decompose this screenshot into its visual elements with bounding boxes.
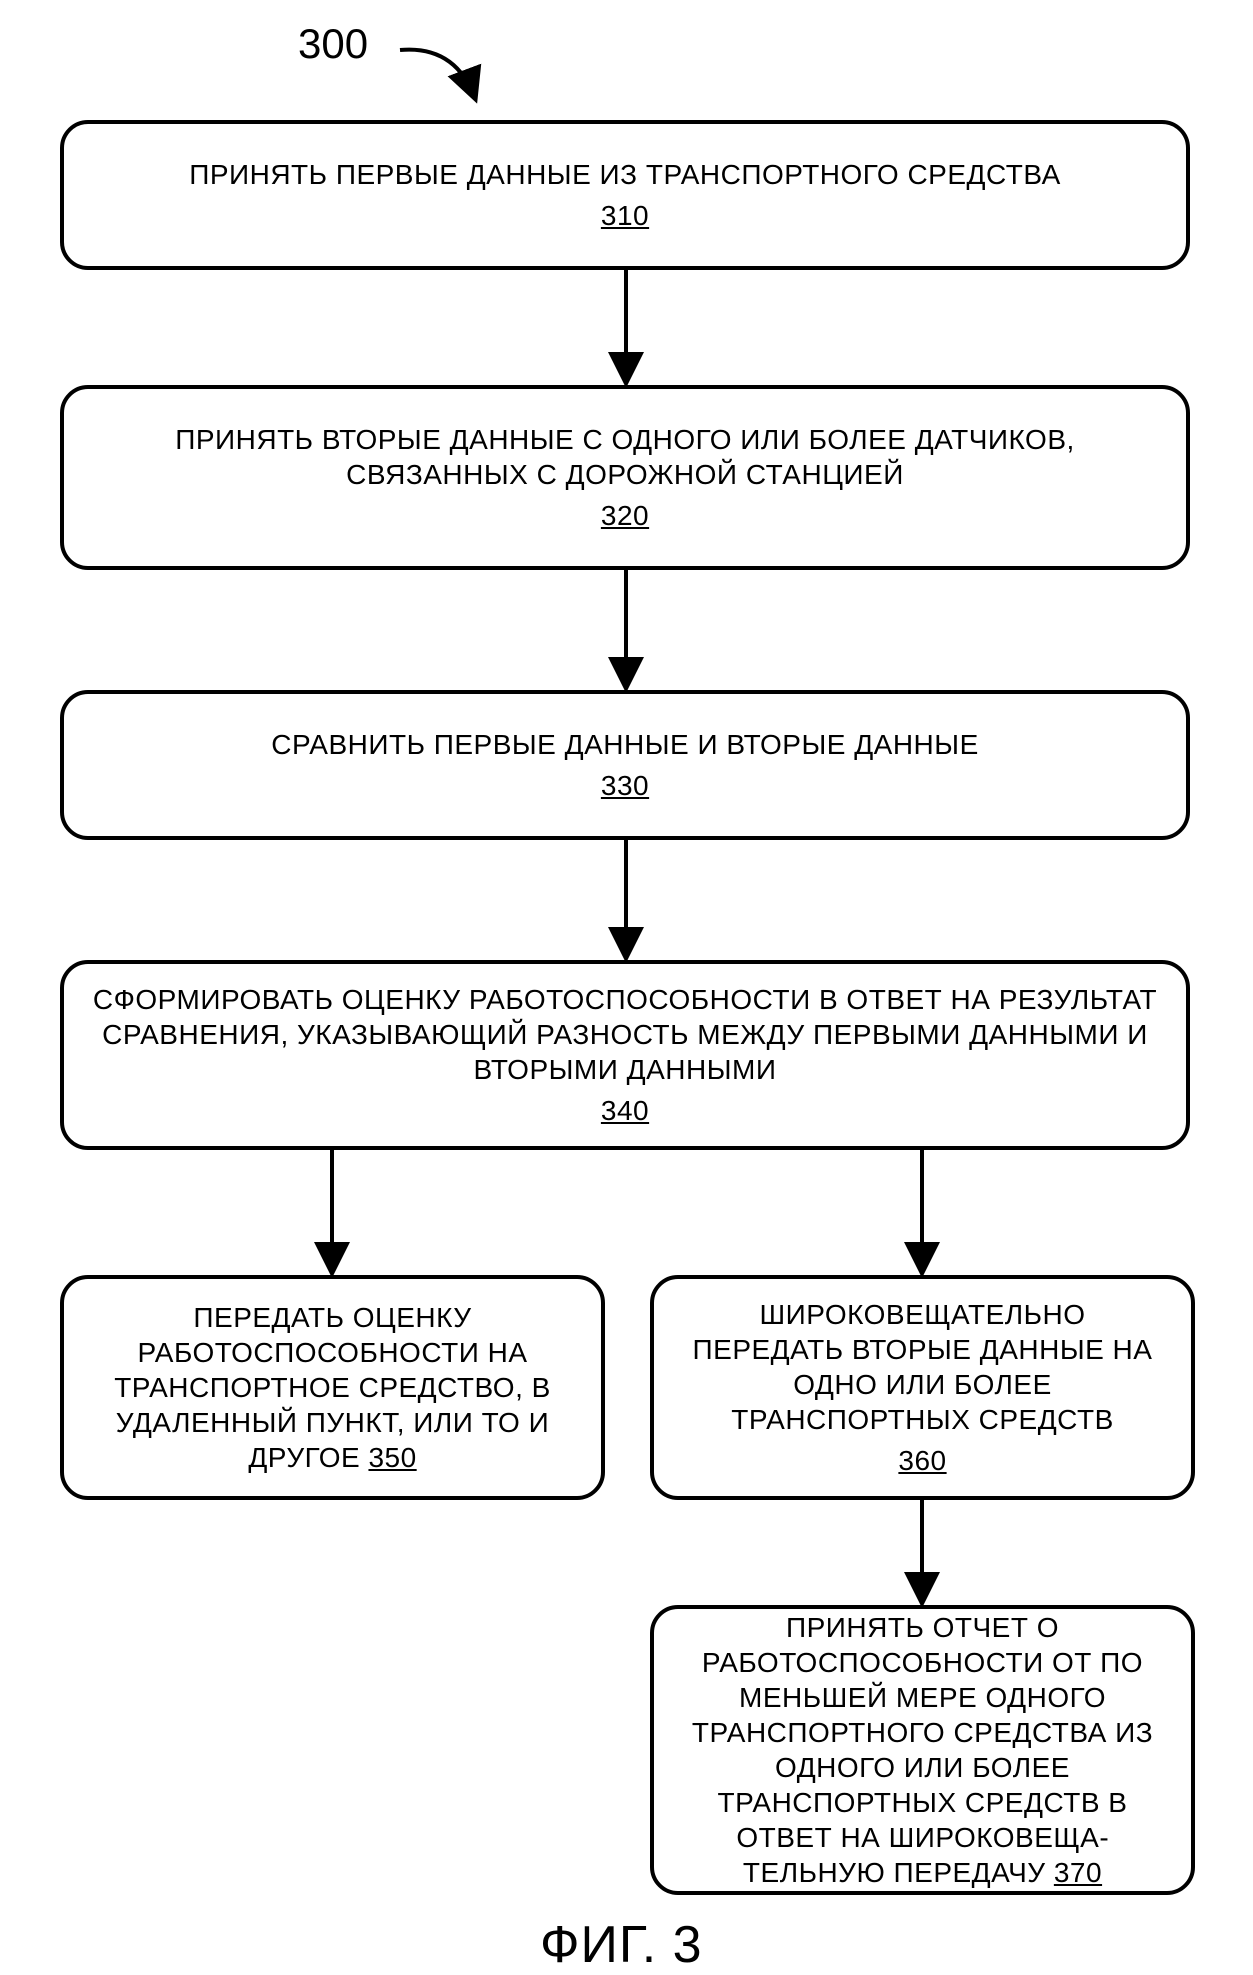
flow-node-ref: 350 (368, 1442, 416, 1473)
flow-node-text-span: ПРИНЯТЬ ОТЧЕТ О РАБОТОСПОСОБ­НОСТИ ОТ ПО… (692, 1612, 1153, 1888)
flow-node-ref: 340 (601, 1093, 649, 1128)
flow-node-ref: 370 (1054, 1857, 1102, 1888)
flow-node-text-span: ПЕРЕДАТЬ ОЦЕНКУ РАБОТОСПОСОБ­НОСТИ НА ТР… (114, 1302, 551, 1473)
flow-node-320: ПРИНЯТЬ ВТОРЫЕ ДАННЫЕ С ОДНОГО ИЛИ БОЛЕЕ… (60, 385, 1190, 570)
flowchart-canvas: 300 ПРИНЯТЬ ПЕРВЫЕ ДАННЫЕ ИЗ ТРАНСПОРТНО… (0, 0, 1253, 1961)
flow-node-330: СРАВНИТЬ ПЕРВЫЕ ДАННЫЕ И ВТОРЫЕ ДАННЫЕ 3… (60, 690, 1190, 840)
flow-node-text: ПРИНЯТЬ ВТОРЫЕ ДАННЫЕ С ОДНОГО ИЛИ БОЛЕЕ… (92, 422, 1158, 492)
flow-node-text: СРАВНИТЬ ПЕРВЫЕ ДАННЫЕ И ВТОРЫЕ ДАННЫЕ (271, 727, 979, 762)
flow-node-310: ПРИНЯТЬ ПЕРВЫЕ ДАННЫЕ ИЗ ТРАНСПОРТНОГО С… (60, 120, 1190, 270)
flow-node-text: ШИРОКОВЕЩАТЕЛЬНО ПЕРЕДАТЬ ВТОРЫЕ ДАННЫЕ … (682, 1297, 1163, 1437)
flow-node-text: ПРИНЯТЬ ПЕРВЫЕ ДАННЫЕ ИЗ ТРАНСПОРТНОГО С… (189, 157, 1061, 192)
flow-node-360: ШИРОКОВЕЩАТЕЛЬНО ПЕРЕДАТЬ ВТОРЫЕ ДАННЫЕ … (650, 1275, 1195, 1500)
flow-node-ref: 310 (601, 198, 649, 233)
figure-label: ФИГ. 3 (540, 1915, 703, 1975)
ref-arrow-icon (400, 50, 475, 98)
flow-node-340: СФОРМИРОВАТЬ ОЦЕНКУ РАБОТОСПОСОБНОСТИ В … (60, 960, 1190, 1150)
flow-node-text: СФОРМИРОВАТЬ ОЦЕНКУ РАБОТОСПОСОБНОСТИ В … (92, 982, 1158, 1087)
flow-node-ref: 320 (601, 498, 649, 533)
flow-node-ref: 330 (601, 768, 649, 803)
flow-node-text: ПРИНЯТЬ ОТЧЕТ О РАБОТОСПОСОБ­НОСТИ ОТ ПО… (682, 1610, 1163, 1890)
flow-node-ref: 360 (898, 1443, 946, 1478)
flow-node-350: ПЕРЕДАТЬ ОЦЕНКУ РАБОТОСПОСОБ­НОСТИ НА ТР… (60, 1275, 605, 1500)
diagram-reference-label: 300 (298, 20, 368, 68)
flow-node-370: ПРИНЯТЬ ОТЧЕТ О РАБОТОСПОСОБ­НОСТИ ОТ ПО… (650, 1605, 1195, 1895)
flow-node-text: ПЕРЕДАТЬ ОЦЕНКУ РАБОТОСПОСОБ­НОСТИ НА ТР… (92, 1300, 573, 1475)
